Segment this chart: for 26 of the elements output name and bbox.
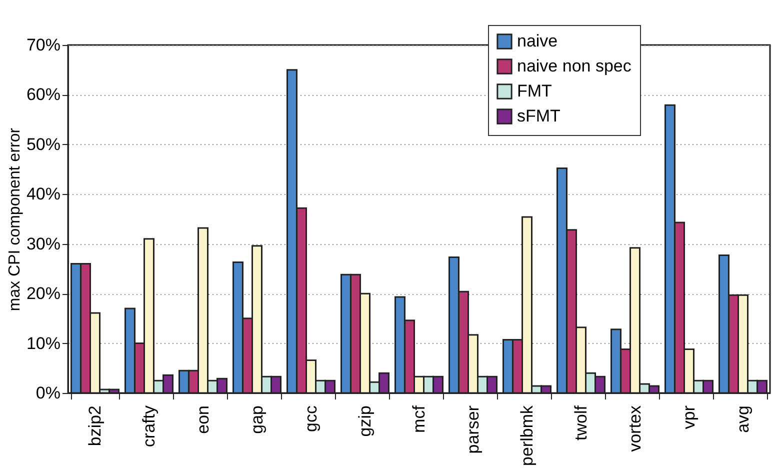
x-tick-label: vortex	[626, 405, 644, 452]
legend-label: naive non spec	[517, 56, 632, 76]
x-tick-label: vpr	[680, 405, 698, 430]
y-axis-title: max CPI component error	[6, 127, 24, 312]
y-tick-label: 30%	[26, 234, 60, 254]
y-tick-label: 50%	[26, 134, 60, 154]
x-tick-label: gap	[248, 406, 266, 434]
legend-label: FMT	[517, 82, 552, 100]
y-tick-label: 60%	[26, 85, 60, 104]
x-tick-label: gzip	[356, 406, 374, 437]
x-tick-label: perlbmk	[518, 405, 536, 466]
x-tick-label: gcc	[302, 405, 320, 432]
y-tick-label: 20%	[26, 284, 60, 304]
y-tick-label: 40%	[26, 184, 60, 204]
y-tick-label: 0%	[36, 384, 60, 402]
x-tick-label: mcf	[410, 405, 428, 433]
y-tick-label: 10%	[26, 334, 60, 353]
y-tick-label: 70%	[26, 36, 60, 54]
legend-label: sFMT	[517, 106, 560, 126]
x-tick-label: avg	[734, 406, 752, 433]
x-tick-label: bzip2	[86, 406, 104, 446]
legend-label: naive	[517, 32, 558, 50]
x-tick-label: eon	[194, 406, 212, 434]
x-tick-label: crafty	[140, 405, 158, 448]
x-tick-label: twolf	[572, 405, 590, 440]
x-tick-label: parser	[464, 405, 482, 454]
